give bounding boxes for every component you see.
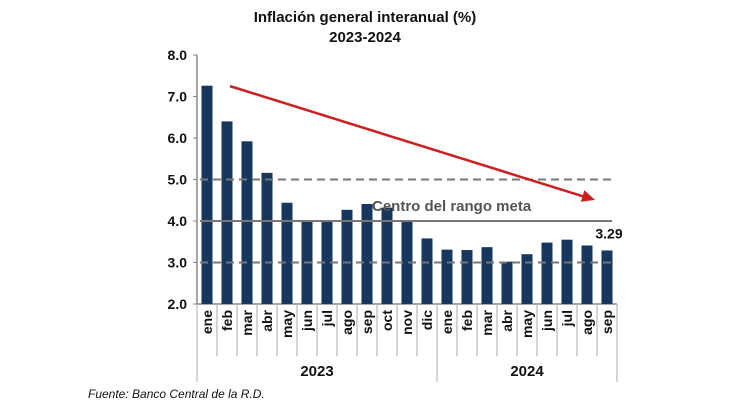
bar-feb [461,250,473,304]
x-tick-label: mar [239,309,255,335]
x-tick-label: jun [539,310,555,332]
data-label: 3.29 [595,225,622,241]
bar-feb [221,121,233,305]
x-tick-label: dic [419,310,435,330]
bar-abr [501,261,513,304]
x-tick-label: ago [339,310,355,335]
y-tick-label: 8.0 [168,47,188,63]
x-tick-label: feb [459,310,475,331]
x-tick-label: sep [599,310,615,334]
bar-oct [381,207,393,304]
x-tick-label: jul [559,310,575,327]
x-tick-label: ago [579,310,595,335]
chart-title: Inflación general interanual (%) [254,9,477,26]
bar-mar [241,141,253,304]
x-tick-label: ene [439,310,455,334]
source-note: Fuente: Banco Central de la R.D. [88,387,265,401]
x-tick-label: ene [199,310,215,334]
bar-ene [441,249,453,304]
y-tick-label: 5.0 [168,172,188,188]
bar-ago [581,245,593,304]
y-tick-label: 7.0 [168,89,188,105]
bar-nov [401,221,413,304]
bar-may [521,254,533,304]
x-tick-label: abr [499,309,515,331]
chart-subtitle: 2023-2024 [329,29,401,46]
bar-sep [601,250,613,304]
x-tick-label: mar [479,309,495,335]
bar-dic [421,238,433,304]
x-tick-label: nov [399,310,415,335]
bar-jul [561,239,573,304]
x-tick-label: jul [319,310,335,327]
trend-arrow-line [229,84,588,199]
y-tick-label: 2.0 [168,296,188,312]
bar-ene [201,85,213,305]
trend-arrow-head-icon [580,190,595,202]
y-tick-label: 6.0 [168,130,188,146]
y-tick-label: 4.0 [168,213,188,229]
x-tick-label: oct [379,310,395,331]
y-tick-label: 3.0 [168,255,188,271]
bar-mar [481,247,493,304]
target-center-label: Centro del rango meta [372,198,532,215]
bar-sep [361,203,373,304]
bar-jun [541,242,553,304]
x-tick-label: may [519,310,535,338]
bar-ago [341,209,353,304]
x-tick-label: sep [359,310,375,334]
x-tick-label: jun [299,310,315,332]
year-label-2024: 2024 [510,363,544,380]
x-tick-label: feb [219,310,235,331]
x-tick-label: may [279,310,295,338]
bar-abr [261,172,273,304]
year-label-2023: 2023 [300,363,333,380]
bar-jul [321,221,333,304]
bar-may [281,202,293,304]
x-tick-label: abr [259,309,275,331]
